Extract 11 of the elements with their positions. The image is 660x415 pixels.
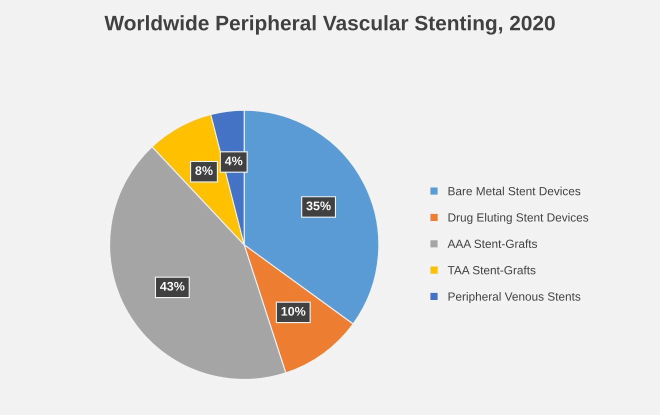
legend-label: TAA Stent-Grafts	[448, 266, 536, 274]
legend-label: Peripheral Venous Stents	[448, 292, 580, 304]
legend-label: AAA Stent-Grafts	[448, 239, 538, 248]
data-label: 35%	[306, 201, 331, 210]
data-label: 43%	[160, 282, 185, 291]
data-label: 4%	[224, 156, 242, 166]
chart-title: Worldwide Peripheral Vascular Stenting, 2020	[104, 15, 555, 35]
legend-label: Bare Metal Stent Devices	[448, 186, 580, 196]
legend-label: Drug Eluting Stent Devices	[448, 212, 588, 224]
data-label: 8%	[195, 166, 213, 176]
data-label: 10%	[282, 306, 306, 316]
